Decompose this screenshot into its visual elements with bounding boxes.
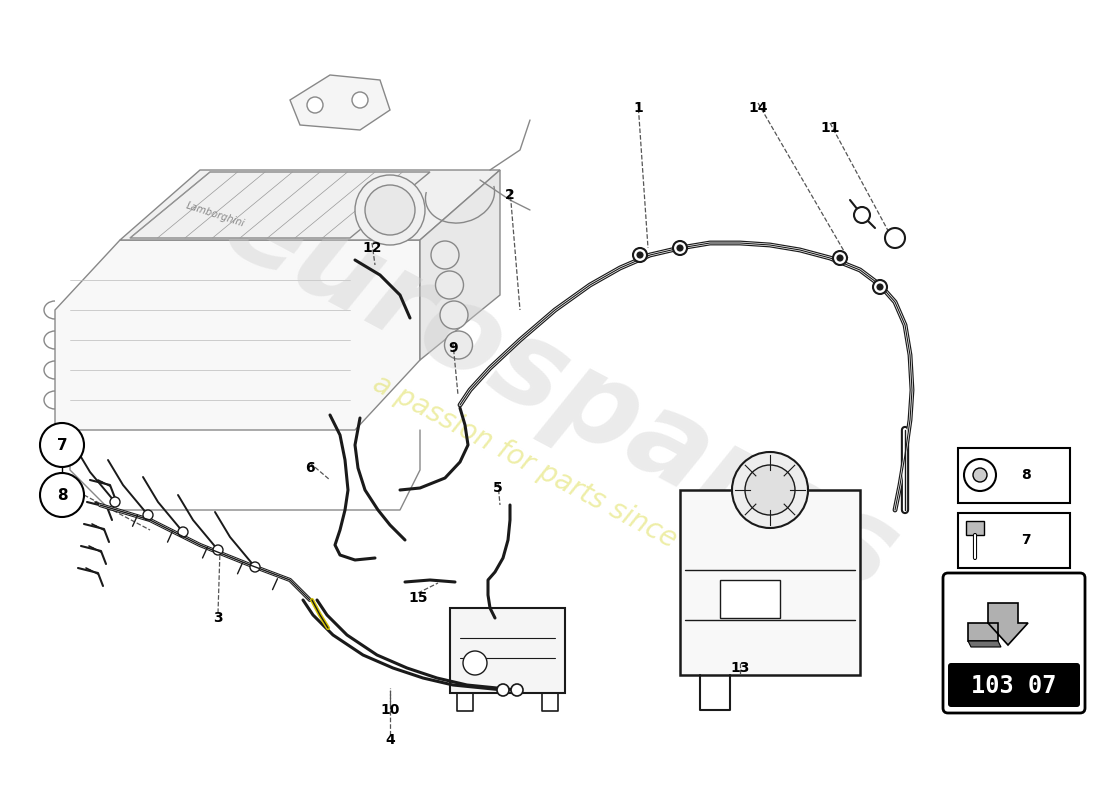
Circle shape bbox=[732, 452, 808, 528]
Polygon shape bbox=[968, 641, 1001, 647]
Circle shape bbox=[355, 175, 425, 245]
Circle shape bbox=[964, 459, 996, 491]
Text: 3: 3 bbox=[213, 611, 223, 625]
Circle shape bbox=[444, 331, 473, 359]
Circle shape bbox=[745, 465, 795, 515]
FancyBboxPatch shape bbox=[450, 608, 565, 693]
Circle shape bbox=[250, 562, 260, 572]
Text: eurospares: eurospares bbox=[204, 164, 916, 616]
Text: 11: 11 bbox=[821, 121, 839, 135]
Text: 9: 9 bbox=[448, 341, 458, 355]
Circle shape bbox=[497, 684, 509, 696]
Circle shape bbox=[40, 473, 84, 517]
Circle shape bbox=[873, 280, 887, 294]
Polygon shape bbox=[290, 75, 390, 130]
Polygon shape bbox=[420, 170, 500, 360]
Circle shape bbox=[440, 301, 467, 329]
Circle shape bbox=[307, 97, 323, 113]
Text: 1: 1 bbox=[634, 101, 642, 115]
Circle shape bbox=[512, 684, 522, 696]
Circle shape bbox=[837, 255, 843, 261]
Text: a passion for parts since 1985: a passion for parts since 1985 bbox=[368, 369, 751, 591]
FancyBboxPatch shape bbox=[958, 513, 1070, 568]
Text: 7: 7 bbox=[57, 438, 67, 453]
Text: 12: 12 bbox=[362, 241, 382, 255]
Circle shape bbox=[352, 92, 368, 108]
Circle shape bbox=[178, 527, 188, 537]
Text: 8: 8 bbox=[57, 487, 67, 502]
FancyBboxPatch shape bbox=[948, 663, 1080, 707]
Circle shape bbox=[431, 241, 459, 269]
Circle shape bbox=[365, 185, 415, 235]
Polygon shape bbox=[55, 240, 420, 430]
Circle shape bbox=[974, 468, 987, 482]
Circle shape bbox=[40, 423, 84, 467]
Circle shape bbox=[833, 251, 847, 265]
Text: 103 07: 103 07 bbox=[971, 674, 1057, 698]
Circle shape bbox=[463, 651, 487, 675]
Circle shape bbox=[436, 271, 463, 299]
FancyBboxPatch shape bbox=[943, 573, 1085, 713]
Circle shape bbox=[854, 207, 870, 223]
Circle shape bbox=[886, 228, 905, 248]
Text: 2: 2 bbox=[505, 188, 515, 202]
FancyBboxPatch shape bbox=[966, 521, 984, 535]
Text: 10: 10 bbox=[381, 703, 399, 717]
Polygon shape bbox=[120, 170, 500, 240]
Polygon shape bbox=[968, 603, 1028, 645]
Text: 15: 15 bbox=[408, 591, 428, 605]
FancyBboxPatch shape bbox=[680, 490, 860, 675]
FancyBboxPatch shape bbox=[720, 580, 780, 618]
Circle shape bbox=[110, 497, 120, 507]
Circle shape bbox=[877, 284, 883, 290]
Text: 14: 14 bbox=[748, 101, 768, 115]
Text: 13: 13 bbox=[730, 661, 750, 675]
Circle shape bbox=[676, 245, 683, 251]
Circle shape bbox=[632, 248, 647, 262]
Text: Lamborghini: Lamborghini bbox=[185, 201, 245, 229]
Text: 4: 4 bbox=[385, 733, 395, 747]
Text: 6: 6 bbox=[305, 461, 315, 475]
Circle shape bbox=[143, 510, 153, 520]
Text: 8: 8 bbox=[1021, 468, 1031, 482]
Circle shape bbox=[213, 545, 223, 555]
FancyBboxPatch shape bbox=[958, 448, 1070, 503]
Circle shape bbox=[637, 252, 644, 258]
Circle shape bbox=[673, 241, 688, 255]
Text: 5: 5 bbox=[493, 481, 503, 495]
Polygon shape bbox=[130, 172, 430, 238]
Text: 7: 7 bbox=[1021, 533, 1031, 547]
